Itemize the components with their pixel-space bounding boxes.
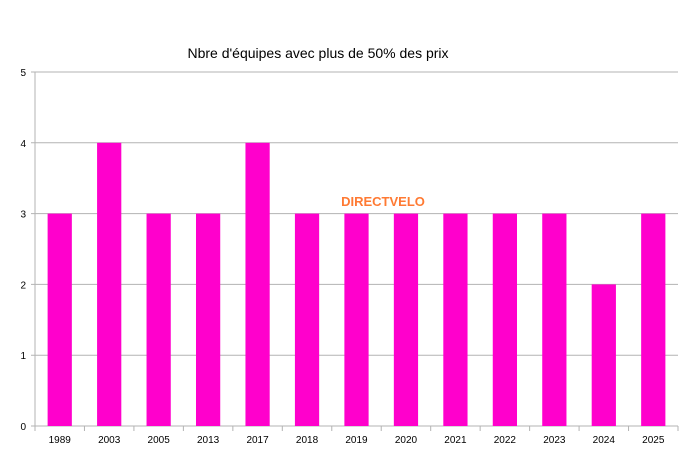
y-tick-label: 0 (20, 422, 26, 433)
x-tick-label: 2020 (395, 435, 418, 446)
x-tick-label: 2013 (197, 435, 220, 446)
bar-2005 (146, 213, 171, 426)
bar-2020 (393, 213, 419, 426)
x-tick-label: 2017 (246, 435, 269, 446)
chart-title: Nbre d'équipes avec plus de 50% des prix (187, 45, 448, 61)
bar-2017 (245, 142, 270, 427)
watermark-directvelo: DIRECTVELO (341, 194, 425, 209)
y-tick-label: 4 (20, 139, 26, 150)
x-tick-label: 2022 (494, 435, 517, 446)
bar-2023 (542, 213, 567, 426)
y-tick-label: 2 (20, 280, 26, 291)
x-tick-label: 2023 (543, 435, 566, 446)
y-tick-label: 3 (20, 210, 26, 221)
bar-2021 (443, 213, 468, 426)
x-tick-label: 2021 (444, 435, 467, 446)
bar-2024 (591, 284, 616, 426)
bar-2025 (641, 213, 666, 426)
bar-2019 (344, 213, 369, 426)
x-tick-label: 2005 (148, 435, 171, 446)
bar-2022 (492, 213, 518, 426)
y-tick-label: 5 (20, 68, 26, 79)
bar-2003 (97, 142, 122, 427)
bar-2013 (195, 213, 221, 426)
x-tick-label: 2003 (98, 435, 121, 446)
x-tick-label: 2019 (345, 435, 368, 446)
bar-2018 (294, 213, 320, 426)
x-tick-label: 2024 (593, 435, 616, 446)
x-tick-label: 2018 (296, 435, 319, 446)
x-tick-label: 1989 (49, 435, 72, 446)
x-tick-label: 2025 (642, 435, 665, 446)
bar-1989 (47, 213, 72, 426)
y-tick-label: 1 (20, 351, 26, 362)
